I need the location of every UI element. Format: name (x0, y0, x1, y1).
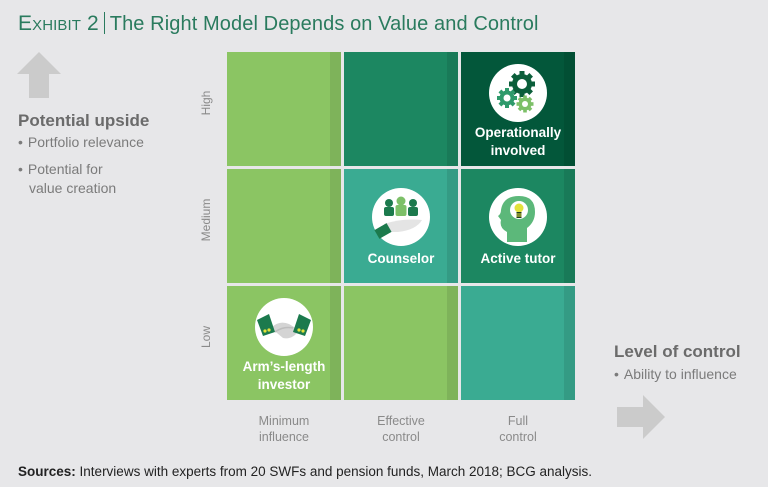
right-arrow-icon (617, 395, 665, 439)
cell-low-effective (344, 286, 458, 400)
cell-label: Active tutor (480, 251, 556, 266)
y-tick-medium: Medium (199, 198, 213, 242)
y-axis-heading: Potential upside (18, 111, 150, 130)
y-tick-low: Low (199, 326, 213, 349)
cell-operationally-involved: Operationally involved (461, 52, 575, 166)
cell-arms-length-investor: Arm’s-length investor (227, 286, 341, 400)
x-axis-heading: Level of control (614, 342, 741, 361)
handshake-icon (255, 298, 313, 356)
sources-note: Sources: Interviews with experts from 20… (18, 464, 592, 479)
sources-text: Interviews with experts from 20 SWFs and… (79, 464, 593, 479)
cell-counselor: Counselor (344, 169, 458, 283)
cell-high-effective (344, 52, 458, 166)
cell-active-tutor: Active tutor (461, 169, 575, 283)
cell-high-minimum (227, 52, 341, 166)
y-axis-bullet: Portfolio relevance (18, 133, 144, 152)
x-tick-effective-control: Effective control (377, 414, 425, 444)
x-tick-minimum-influence: Minimum influence (258, 414, 310, 444)
cell-label: Operationally involved (474, 125, 562, 158)
cell-label: Counselor (367, 251, 435, 266)
gears-icon (489, 64, 547, 122)
x-tick-full-control: Full control (499, 414, 537, 444)
title-divider (103, 12, 105, 34)
exhibit-number: Exhibit 2 (18, 12, 99, 35)
cell-low-full (461, 286, 575, 400)
cell-medium-minimum (227, 169, 341, 283)
cell-label: Arm’s-length investor (242, 359, 326, 392)
exhibit-title-text: The Right Model Depends on Value and Con… (109, 13, 539, 35)
exhibit-title: Exhibit 2 The Right Model Depends on Valu… (18, 12, 539, 36)
up-arrow-icon (17, 52, 61, 98)
x-axis-bullet: Ability to influence (614, 365, 737, 384)
y-tick-high: High (199, 90, 213, 116)
head-lightbulb-icon (489, 188, 547, 246)
footer-strip (0, 487, 768, 497)
hand-holding-people-icon (372, 188, 430, 246)
sources-label: Sources: (18, 464, 76, 479)
